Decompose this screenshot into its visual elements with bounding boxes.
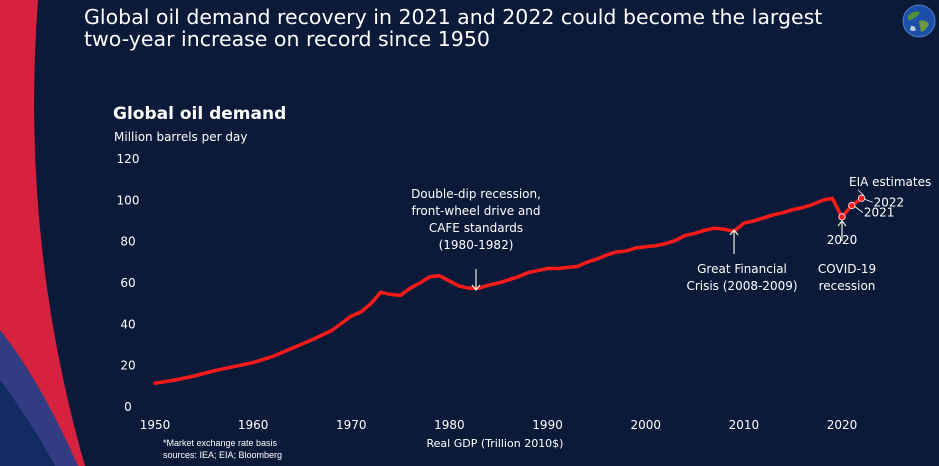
annotation-2-line-1: Great Financial <box>697 262 787 276</box>
x-tick-label: 1990 <box>532 418 563 432</box>
page-title: Global oil demand recovery in 2021 and 2… <box>84 6 884 50</box>
footnote: *Market exchange rate basis sources: IEA… <box>163 437 282 461</box>
y-tick-label: 80 <box>120 235 135 249</box>
marker-leader-2022 <box>864 198 873 203</box>
annotation-3-line-2: recession <box>819 279 876 293</box>
footnote-line-1: *Market exchange rate basis <box>163 438 278 448</box>
y-tick-label: 40 <box>120 317 135 331</box>
y-tick-labels: 0 20 40 60 80 100 120 <box>117 152 140 414</box>
x-axis-label: Real GDP (Trillion 2010$) <box>427 437 564 450</box>
annotation-1-line-4: (1980-1982) <box>439 238 514 252</box>
y-tick-label: 100 <box>117 193 140 207</box>
page-title-line-1: Global oil demand recovery in 2021 and 2… <box>84 5 823 29</box>
page-title-line-2: two-year increase on record since 1950 <box>84 27 490 51</box>
x-tick-label: 2010 <box>729 418 760 432</box>
x-tick-label: 1950 <box>140 418 171 432</box>
annotation-layer: Double-dip recession, front-wheel drive a… <box>411 187 876 293</box>
decorative-red-arc <box>0 0 85 466</box>
globe-icon <box>902 4 936 38</box>
marker-label-2022: 2022 <box>874 195 905 209</box>
marker-2022 <box>858 194 866 202</box>
annotation-3-arrowhead <box>837 220 847 227</box>
x-tick-label: 2020 <box>827 418 858 432</box>
annotation-1-line-3: CAFE standards <box>429 221 523 235</box>
annotation-3-line-1: COVID-19 <box>818 262 876 276</box>
series-line-historical <box>153 196 844 385</box>
chart-title: Global oil demand <box>113 104 286 124</box>
eia-estimates-label: EIA estimates <box>849 175 931 189</box>
marker-label-2021: 2021 <box>864 206 895 220</box>
x-tick-label: 2000 <box>630 418 661 432</box>
annotation-1-arrowhead <box>471 284 481 291</box>
annotation-1-line-1: Double-dip recession, <box>411 187 541 201</box>
decorative-dark-swoosh <box>0 380 55 466</box>
marker-leader-2021 <box>854 206 864 213</box>
x-tick-labels: 1950 1960 1970 1980 1990 2000 2010 2020 <box>140 418 858 432</box>
footnote-line-2: sources: IEA; EIA; Bloomberg <box>163 450 283 460</box>
marker-2020 <box>838 213 846 221</box>
x-tick-label: 1960 <box>238 418 269 432</box>
x-tick-label: 1970 <box>336 418 367 432</box>
y-tick-label: 0 <box>124 400 132 414</box>
y-axis-label: Million barrels per day <box>114 130 247 144</box>
annotation-2-line-2: Crisis (2008-2009) <box>686 279 797 293</box>
eia-estimates-leader <box>857 189 864 196</box>
x-tick-label: 1980 <box>434 418 465 432</box>
y-tick-label: 60 <box>120 276 135 290</box>
y-tick-label: 120 <box>117 152 140 166</box>
annotation-2-arrowhead <box>729 229 739 236</box>
y-tick-label: 20 <box>120 359 135 373</box>
annotation-1-line-2: front-wheel drive and <box>412 204 541 218</box>
marker-2021 <box>848 201 856 210</box>
